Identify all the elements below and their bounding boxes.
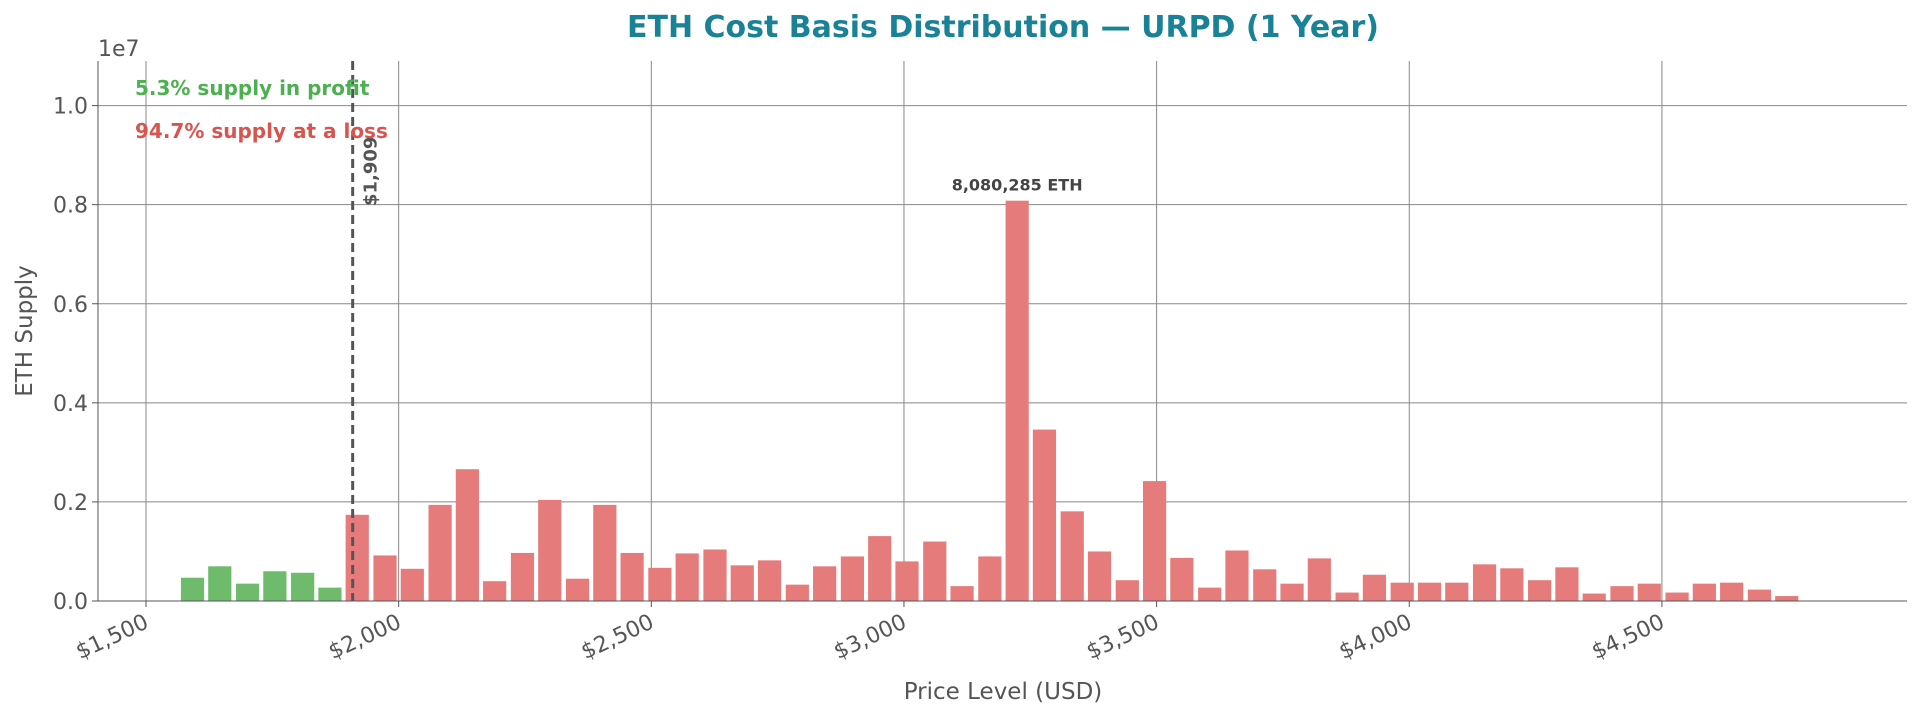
bar (400, 568, 424, 601)
bar (593, 504, 617, 601)
bar (345, 514, 369, 601)
value-label: 8,080,285 ETH (952, 176, 1083, 195)
bar (1362, 574, 1387, 601)
bar (1198, 587, 1222, 601)
bar (1143, 481, 1167, 601)
bar (1528, 580, 1552, 601)
bar (703, 549, 727, 601)
bar (1280, 583, 1304, 601)
bar (318, 587, 342, 601)
bar (1775, 596, 1799, 601)
bar (1747, 589, 1772, 601)
bar (455, 469, 479, 601)
bar (840, 556, 865, 601)
bar (675, 553, 699, 601)
bar (730, 565, 754, 601)
bar (180, 577, 205, 601)
annotation: 94.7% supply at a loss (135, 119, 388, 143)
bar (1115, 580, 1139, 601)
chart-title: ETH Cost Basis Distribution — URPD (1 Ye… (627, 10, 1379, 45)
bar (1307, 558, 1331, 601)
y-offset-label: 1e7 (98, 37, 140, 62)
bar (1555, 567, 1579, 601)
annotation: 5.3% supply in profit (135, 76, 370, 100)
x-tick-label: $4,000 (1335, 610, 1415, 665)
bar (1060, 511, 1084, 601)
bar (291, 572, 315, 601)
bar (868, 536, 892, 601)
bar (373, 555, 397, 601)
y-tick-label: 0.6 (53, 293, 88, 318)
x-tick-label: $3,000 (830, 610, 910, 665)
bar (1032, 429, 1057, 601)
y-tick-label: 1.0 (53, 95, 88, 120)
bar (1582, 593, 1606, 601)
y-tick-label: 0.8 (53, 194, 88, 219)
bar (620, 552, 644, 601)
bar (565, 578, 590, 601)
y-tick-label: 0.2 (53, 491, 88, 516)
bar (1637, 583, 1661, 601)
x-axis-label: Price Level (USD) (904, 679, 1103, 705)
bar (235, 583, 260, 601)
bar (1610, 586, 1634, 601)
x-tick-label: $2,500 (578, 610, 658, 665)
x-tick-label: $1,500 (72, 610, 152, 665)
x-tick-label: $2,000 (325, 610, 405, 665)
bar (538, 499, 562, 601)
bar (785, 584, 809, 601)
bar (263, 571, 287, 601)
bar (1335, 592, 1359, 601)
y-axis-label: ETH Supply (12, 265, 38, 397)
bar (208, 566, 232, 601)
bar (1417, 582, 1442, 601)
bar (1665, 592, 1689, 601)
bar (923, 541, 947, 601)
bar (1472, 564, 1497, 601)
bar (813, 566, 837, 601)
y-tick-label: 0.4 (53, 392, 88, 417)
bar (1390, 582, 1414, 601)
bar (950, 586, 974, 601)
bar (895, 561, 919, 601)
bar (1087, 551, 1112, 601)
bar (757, 560, 782, 601)
bar (428, 504, 452, 601)
bar (510, 552, 535, 601)
bar (1720, 582, 1744, 601)
bar (648, 567, 672, 601)
bar (1225, 550, 1249, 601)
x-tick-label: $3,500 (1083, 610, 1163, 665)
current-price-label: $1,909 (361, 137, 382, 206)
bar (1170, 557, 1194, 601)
bar (1253, 569, 1277, 601)
bar (1500, 568, 1524, 601)
bar (483, 581, 507, 601)
x-tick-label: $4,500 (1588, 610, 1668, 665)
y-tick-label: 0.0 (53, 590, 88, 615)
bar (1445, 582, 1469, 601)
bar (1692, 583, 1716, 601)
bar (978, 556, 1002, 601)
bar (1005, 200, 1029, 601)
